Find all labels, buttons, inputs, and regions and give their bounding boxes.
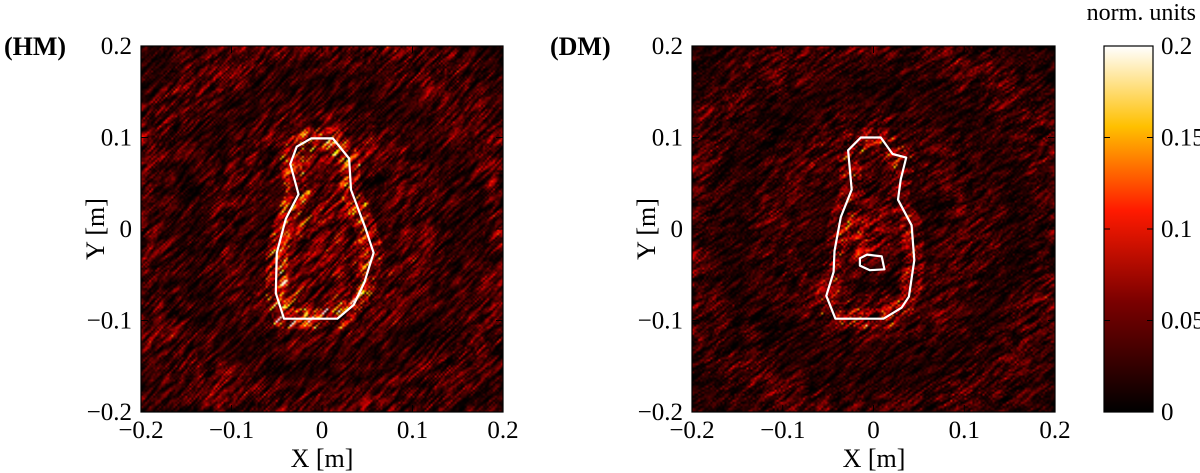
colorbar-tick-label: 0.15 bbox=[1161, 125, 1200, 152]
colorbar-tick-label: 0 bbox=[1161, 399, 1174, 426]
y-axis-label-dm: Y [m] bbox=[632, 198, 661, 260]
heatmap-hm bbox=[141, 46, 503, 412]
x-tick-label-hm: 0.2 bbox=[487, 417, 518, 444]
tick-layer-hm: −0.2 −0.1 0 0.1 0.2 0.2 0.1 0 −0.1 −0.2 bbox=[87, 33, 519, 444]
y-tick-label-hm: −0.2 bbox=[87, 399, 132, 426]
y-tick-label-hm: 0.1 bbox=[101, 125, 132, 152]
colorbar-tick-label: 0.2 bbox=[1161, 33, 1192, 60]
tick-layer-dm: −0.2 −0.1 0 0.1 0.2 0.2 0.1 0 −0.1 −0.2 bbox=[638, 33, 1071, 444]
y-tick-label-dm: 0 bbox=[671, 216, 684, 243]
y-tick-label-dm: 0.2 bbox=[652, 33, 683, 60]
y-tick-label-dm: −0.2 bbox=[638, 399, 683, 426]
x-axis-label-hm: X [m] bbox=[291, 444, 354, 473]
panel-label-hm: (HM) bbox=[4, 32, 66, 61]
heatmap-image-hm bbox=[141, 46, 503, 412]
y-tick-label-hm: 0 bbox=[120, 216, 133, 243]
contour-layer-hm bbox=[274, 137, 375, 320]
x-tick-label-dm: −0.1 bbox=[760, 417, 805, 444]
heatmap-image-dm bbox=[692, 46, 1055, 412]
x-axis-label-dm: X [m] bbox=[843, 444, 906, 473]
colorbar-gradient bbox=[1104, 46, 1153, 412]
y-axis-label-hm: Y [m] bbox=[81, 198, 110, 260]
contour-outline-dm-1 bbox=[858, 253, 886, 272]
panel-label-dm: (DM) bbox=[550, 32, 611, 61]
colorbar-tick-layer: 0 0.05 0.1 0.15 0.2 bbox=[1104, 33, 1200, 426]
contour-outline-hm-0 bbox=[274, 137, 375, 320]
colorbar-tick-label: 0.05 bbox=[1161, 308, 1200, 335]
heatmap-dm bbox=[692, 46, 1055, 412]
colorbar-title: norm. units bbox=[1087, 0, 1196, 26]
x-tick-label-hm: −0.1 bbox=[209, 417, 254, 444]
contour-outline-dm-0 bbox=[825, 136, 916, 320]
x-tick-label-hm: 0.1 bbox=[397, 417, 428, 444]
colorbar-tick-label: 0.1 bbox=[1161, 216, 1192, 243]
x-tick-label-dm: −0.2 bbox=[669, 417, 714, 444]
y-tick-label-hm: −0.1 bbox=[87, 308, 132, 335]
colorbar: norm. units 0 0.05 0.1 0.15 0.2 bbox=[1087, 0, 1200, 426]
panel-hm: (HM) −0.2 −0.1 0 0.1 0.2 0.2 0.1 0 −0.1 −0.2 X [m… bbox=[4, 32, 519, 473]
panel-dm: (DM) −0.2 −0.1 0 0.1 0.2 0.2 0.1 0 −0.1 −0.2 X [m… bbox=[550, 32, 1071, 473]
x-tick-label-dm: 0.1 bbox=[949, 417, 980, 444]
y-tick-label-hm: 0.2 bbox=[101, 33, 132, 60]
x-tick-label-hm: 0 bbox=[316, 417, 329, 444]
y-tick-label-dm: 0.1 bbox=[652, 125, 683, 152]
y-tick-label-dm: −0.1 bbox=[638, 308, 683, 335]
x-tick-label-hm: −0.2 bbox=[118, 417, 163, 444]
x-tick-label-dm: 0.2 bbox=[1039, 417, 1070, 444]
x-tick-label-dm: 0 bbox=[867, 417, 880, 444]
contour-layer-dm bbox=[825, 136, 916, 320]
